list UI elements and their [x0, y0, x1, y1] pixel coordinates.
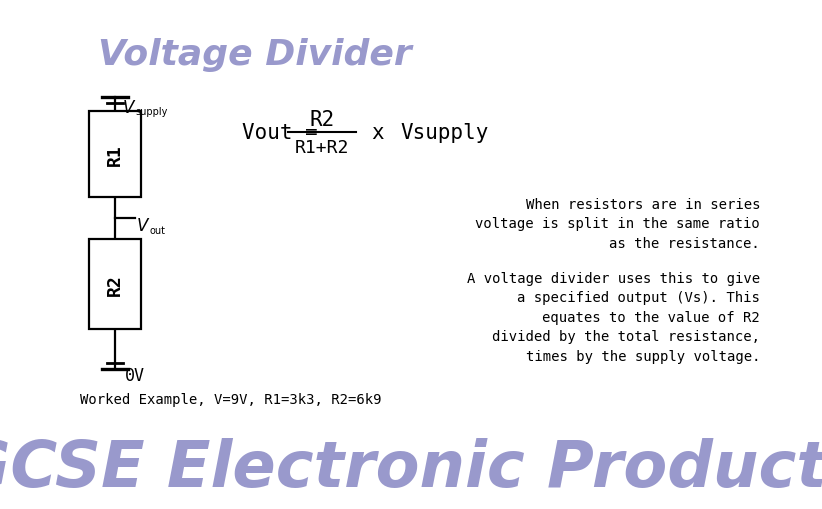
Text: Vsupply: Vsupply [400, 123, 488, 143]
Bar [89, 112, 141, 197]
Text: 0V: 0V [125, 366, 145, 384]
Text: out: out [149, 225, 165, 236]
Text: R1: R1 [106, 144, 124, 165]
Text: Worked Example, V=9V, R1=3k3, R2=6k9: Worked Example, V=9V, R1=3k3, R2=6k9 [80, 392, 381, 406]
Text: R2: R2 [309, 110, 335, 130]
Text: GCSE Electronic Products: GCSE Electronic Products [0, 437, 822, 499]
Text: x: x [372, 123, 385, 143]
Text: R2: R2 [106, 273, 124, 295]
Text: Voltage Divider: Voltage Divider [98, 38, 412, 72]
Text: When resistors are in series
voltage is split in the same ratio
as the resistanc: When resistors are in series voltage is … [475, 197, 760, 250]
Text: supply: supply [135, 107, 168, 117]
Text: A voltage divider uses this to give
a specified output (Vs). This
equates to the: A voltage divider uses this to give a sp… [467, 271, 760, 363]
Text: V: V [123, 99, 134, 117]
Text: R1+R2: R1+R2 [295, 139, 349, 157]
Bar [89, 240, 141, 329]
Text: V: V [137, 216, 149, 235]
Text: Vout =: Vout = [242, 123, 330, 143]
